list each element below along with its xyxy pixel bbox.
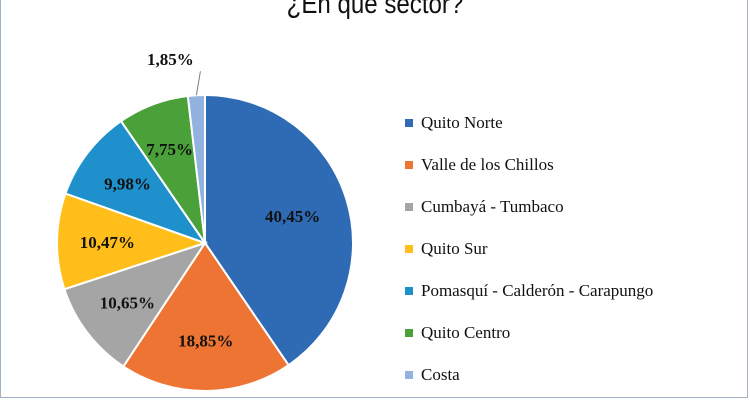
legend-swatch — [405, 328, 413, 337]
data-label: 10,65% — [100, 293, 155, 312]
legend-item: Quito Centro — [405, 322, 653, 343]
data-label: 1,85% — [147, 50, 194, 69]
legend-swatch — [405, 370, 413, 379]
legend-item: Costa — [405, 364, 653, 385]
data-label: 10,47% — [80, 233, 135, 252]
legend-item: Pomasquí - Calderón - Carapungo — [405, 280, 653, 301]
pie-slice-quito-norte — [204, 93, 354, 367]
legend-label: Quito Norte — [421, 112, 503, 132]
data-label: 7,75% — [146, 140, 193, 159]
legend-item: Cumbayá - Tumbaco — [405, 196, 653, 217]
legend-swatch — [405, 244, 413, 253]
legend-label: Valle de los Chillos — [421, 154, 554, 174]
legend-label: Pomasquí - Calderón - Carapungo — [421, 280, 654, 300]
legend-label: Quito Centro — [421, 322, 511, 342]
legend-item: Quito Norte — [405, 112, 653, 133]
legend-item: Valle de los Chillos — [405, 154, 653, 175]
chart-title: ¿En qué sector? — [286, 0, 464, 19]
pie-slice-cumbay-tumbaco — [63, 241, 208, 368]
pie-slice-quito-sur — [56, 192, 209, 291]
legend-swatch — [405, 286, 413, 295]
data-label: 40,45% — [265, 207, 320, 226]
legend-label: Cumbayá - Tumbaco — [421, 196, 564, 216]
legend-swatch — [405, 202, 413, 211]
pie-slice-valle-de-los-chillos — [121, 241, 290, 392]
legend-swatch — [405, 118, 413, 127]
legend-item: Quito Sur — [405, 238, 653, 259]
leader-line — [195, 71, 201, 96]
data-label: 18,85% — [178, 332, 233, 351]
pie-slice-pomasqu-calder-n-carapungo — [64, 119, 208, 245]
legend-label: Quito Sur — [421, 238, 488, 258]
pie-slice-costa — [186, 93, 206, 244]
legend-label: Costa — [421, 364, 460, 384]
chart-legend: Quito Norte Valle de los Chillos Cumbayá -… — [405, 112, 653, 406]
data-label: 9,98% — [104, 175, 151, 194]
legend-swatch — [405, 160, 413, 169]
